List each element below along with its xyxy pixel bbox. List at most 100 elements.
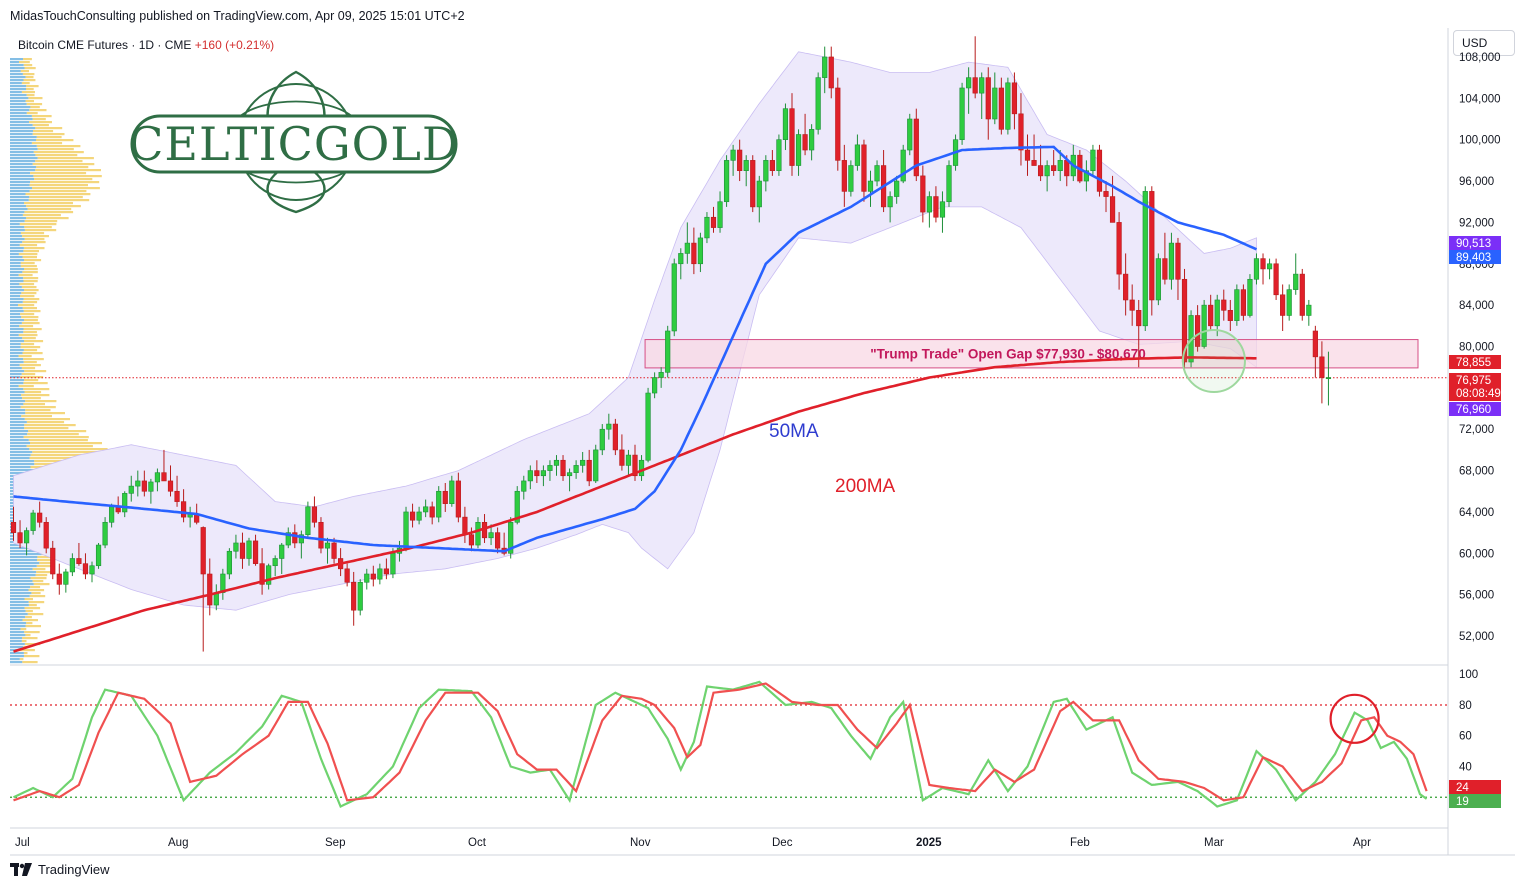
candle-body	[1214, 299, 1220, 327]
candle-body	[344, 568, 350, 583]
gap-zone[interactable]: "Trump Trade" Open Gap $77,930 - $80,670	[644, 339, 1419, 369]
candle-body	[324, 542, 331, 549]
candle-body	[678, 253, 684, 265]
ma50-label: 50MA	[769, 421, 819, 442]
price-change: +160 (+0.21%)	[194, 38, 275, 52]
time-axis-label: Dec	[772, 837, 793, 849]
candle-body	[625, 454, 632, 466]
price-badge	[1449, 373, 1501, 401]
time-axis-label: Feb	[1070, 837, 1090, 849]
candle-body	[723, 160, 730, 203]
candle-body	[939, 201, 946, 218]
stoch-axis-ticks: 20406080100	[1459, 669, 1478, 804]
symbol-legend[interactable]: Bitcoin CME Futures · 1D · CME +160 (+0.…	[18, 38, 274, 52]
price-tick-label: 108,000	[1459, 52, 1501, 64]
candle-body	[449, 480, 455, 504]
candle-body	[920, 175, 926, 213]
candle-body	[1260, 258, 1266, 270]
celticgold-logo: CELTICGOLD	[128, 70, 460, 214]
time-axis-label: Apr	[1353, 837, 1371, 849]
candle-body	[985, 77, 991, 120]
candle-body	[1136, 310, 1142, 327]
candle-body	[874, 165, 880, 182]
candle-body	[488, 532, 494, 539]
candle-body	[82, 563, 89, 575]
candle-body	[370, 573, 376, 580]
candle-body	[1109, 196, 1116, 223]
candle-body	[226, 550, 232, 575]
ma50-line[interactable]	[13, 145, 1258, 553]
symbol-name: Bitcoin CME Futures · 1D · CME	[18, 38, 192, 52]
candle-body	[534, 470, 540, 477]
candle-body	[1266, 263, 1273, 270]
price-badge	[1449, 236, 1501, 250]
price-tick-label: 72,000	[1459, 424, 1494, 436]
candle-body	[311, 506, 318, 523]
price-badge-label: 78,855	[1456, 357, 1491, 369]
time-axis-label: Oct	[468, 837, 487, 849]
candle-body	[586, 459, 592, 482]
candle-body	[580, 459, 586, 466]
candle-body	[409, 511, 416, 521]
candle-body	[913, 118, 919, 177]
candles	[10, 36, 1332, 652]
time-axis-label: Sep	[325, 837, 345, 849]
candle-body	[1227, 310, 1233, 321]
candle-body	[475, 521, 481, 546]
candle-body	[279, 544, 285, 559]
candle-body	[547, 465, 553, 471]
candle-body	[23, 530, 30, 544]
tradingview-brand[interactable]: TradingView	[10, 862, 110, 877]
candle-body	[69, 558, 75, 573]
candle-body	[357, 581, 363, 611]
stoch-k-line[interactable]	[13, 680, 1428, 808]
stoch-d-line[interactable]	[13, 682, 1428, 802]
candle-body	[566, 472, 573, 477]
candle-body	[1208, 304, 1214, 327]
candle-body	[154, 472, 161, 483]
candle-body	[717, 201, 723, 228]
candle-body	[809, 129, 815, 151]
candle-body	[200, 527, 206, 575]
candle-body	[835, 87, 841, 161]
stoch-tick-label: 80	[1459, 700, 1472, 712]
logo-text: CELTICGOLD	[128, 117, 460, 171]
candle-body	[730, 149, 736, 161]
candle-body	[1018, 113, 1024, 151]
candle-body	[710, 216, 717, 228]
currency-selector[interactable]: USD	[1453, 30, 1515, 56]
candle-body	[1234, 289, 1240, 321]
candle-body	[351, 581, 357, 611]
candle-body	[167, 480, 174, 492]
candle-body	[769, 160, 775, 172]
time-axis-labels: Jul Aug Sep Oct Nov Dec 2025 Feb Mar Apr	[15, 837, 1371, 849]
candle-body	[377, 568, 383, 580]
candle-body	[979, 77, 985, 94]
candle-body	[593, 449, 599, 482]
candle-body	[102, 521, 108, 546]
candle-body	[1123, 273, 1129, 301]
candle-body	[998, 87, 1004, 130]
candle-body	[10, 521, 17, 533]
ma200-line[interactable]	[13, 356, 1257, 653]
candle-body	[573, 465, 579, 473]
stoch-tick-label: 60	[1459, 731, 1472, 743]
candle-body	[416, 511, 422, 521]
price-tick-label: 52,000	[1459, 631, 1494, 643]
candle-body	[966, 77, 972, 89]
candle-body	[763, 160, 769, 182]
candle-body	[1319, 356, 1325, 378]
price-axis-ticks: 52,00056,00060,00064,00068,00072,00076,0…	[1459, 52, 1501, 643]
price-badge-label: 89,403	[1456, 252, 1491, 264]
candle-body	[619, 449, 625, 466]
candle-body	[455, 480, 461, 518]
candle-body	[704, 216, 710, 239]
candle-body	[514, 490, 520, 523]
candle-body	[1286, 289, 1292, 316]
candle-body	[1221, 299, 1227, 311]
candle-body	[109, 506, 115, 523]
candle-body	[933, 196, 939, 218]
candle-body	[128, 485, 134, 494]
